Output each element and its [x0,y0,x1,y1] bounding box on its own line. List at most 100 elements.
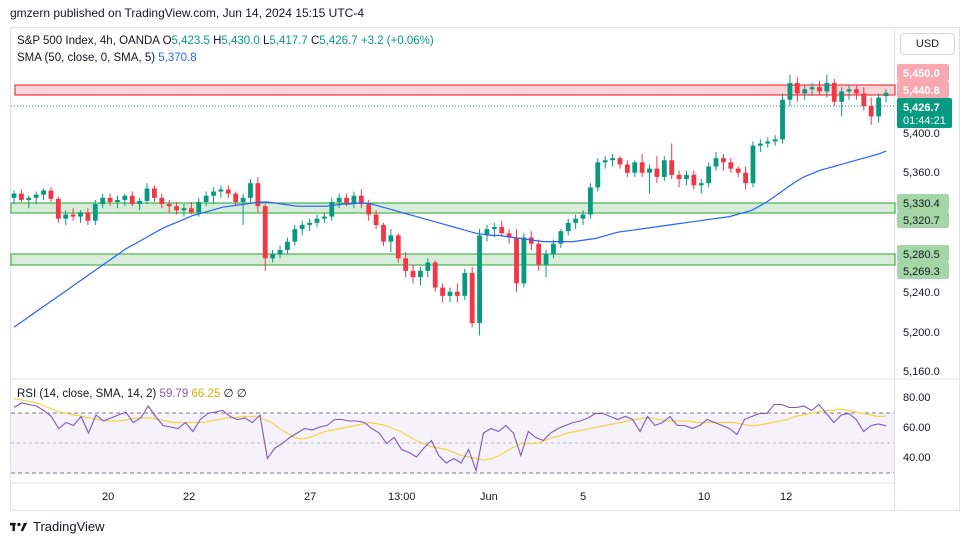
candle-body [706,166,712,184]
support-zone-lower[interactable] [10,253,896,266]
candle-body [462,272,468,296]
sma-line [13,150,887,328]
candles-group [11,74,889,336]
rsi-tick-60: 60.00 [903,422,931,434]
candle-body [802,89,808,94]
candle-body [639,162,645,173]
candle-body [395,235,401,259]
candle-body [270,254,276,259]
candle-body [418,270,423,278]
tag-resistance-bottom-bg [897,81,949,98]
candle-body [794,83,800,94]
candle-body [329,201,335,217]
candle-body [55,198,61,219]
candle-body [477,235,482,324]
candle-body [824,83,830,92]
ohlc-legend[interactable]: S&P 500 Index, 4h, OANDA O5,423.5 H5,430… [17,35,434,47]
low-label: L [262,35,270,47]
candle-body [454,291,460,296]
tag-support1-bottom-bg [897,211,949,228]
candle-body [573,218,579,223]
candle-body [713,158,719,167]
candle-body [26,197,32,200]
candle-body [440,287,446,296]
symbol-label: S&P 500 Index, 4h, OANDA [17,35,160,47]
candle-body [33,194,39,198]
currency-button[interactable]: USD [900,33,955,55]
candle-body [344,197,349,205]
time-tick-27: 27 [304,491,316,503]
candle-body [787,83,793,100]
tag-support2-bottom: 5,269.3 [903,266,940,278]
candle-body [506,233,512,238]
candle-body [410,270,416,278]
candle-body [166,204,172,207]
open-value: 5,423.5 [171,35,210,47]
candle-body [85,212,91,221]
rsi-ma-value: 66.25 [191,388,221,400]
tag-last-price-bg [897,98,952,128]
price-tick-5400: 5,400.0 [903,128,940,140]
candle-body [632,162,638,173]
candle-body [617,158,623,165]
support-zone-upper[interactable] [10,202,896,214]
candle-body [610,158,615,161]
candle-body [698,183,704,186]
sma-legend[interactable]: SMA (50, close, 0, SMA, 5) 5,370.8 [17,52,197,64]
candle-body [381,224,386,242]
candle-body [728,162,734,169]
candle-body [159,197,165,205]
tradingview-logo-icon [10,522,28,531]
candle-body [240,197,246,202]
candle-body [514,237,519,284]
candle-body [772,139,778,142]
candle-body [292,229,298,242]
rsi-legend[interactable]: RSI (14, close, SMA, 14, 2) 59.79 66.25 … [17,386,247,400]
tag-last-price: 5,426.7 [903,102,940,114]
rsi-extra-2: ∅ [236,388,247,400]
sma-label: SMA (50, close, 0, SMA, 5) [17,52,156,64]
candle-body [817,87,822,92]
candle-body [211,191,216,196]
candle-body [107,197,113,202]
candle-body [580,214,586,219]
candle-body [181,208,187,211]
tag-support2-top: 5,280.5 [903,249,940,261]
candle-body [129,195,135,205]
candle-body [152,188,157,198]
close-label: C [310,35,320,47]
tag-resistance-bottom: 5,440.8 [903,85,940,97]
candle-body [676,174,682,180]
candle-body [876,97,882,117]
candle-body [780,99,785,140]
footer-brand[interactable]: TradingView [10,519,105,534]
candle-body [499,227,505,234]
rsi-tick-40: 40.00 [903,452,931,464]
candle-body [248,183,253,198]
candle-body [351,195,357,205]
candle-body [558,231,564,244]
candle-body [203,195,209,202]
resistance-zone[interactable] [14,84,896,96]
candle-body [669,160,675,175]
publisher-header: gmzern published on TradingView.com, Jun… [10,6,364,20]
candle-body [188,208,194,213]
candle-body [336,197,342,202]
footer-brand-text: TradingView [33,519,105,534]
candle-body [743,172,748,184]
rsi-band [11,413,894,473]
candle-body [595,162,601,188]
rsi-extra-1: ∅ [223,388,234,400]
candle-body [661,160,667,177]
candle-body [174,206,179,211]
candle-body [425,262,431,271]
candle-body [551,243,556,255]
price-axis-area[interactable] [895,27,960,511]
candle-body [839,91,845,102]
price-tick-5360: 5,360.0 [903,167,940,179]
sma-value: 5,370.8 [158,52,197,64]
candle-body [92,204,98,221]
candle-body [883,92,889,97]
candle-body [469,272,475,324]
